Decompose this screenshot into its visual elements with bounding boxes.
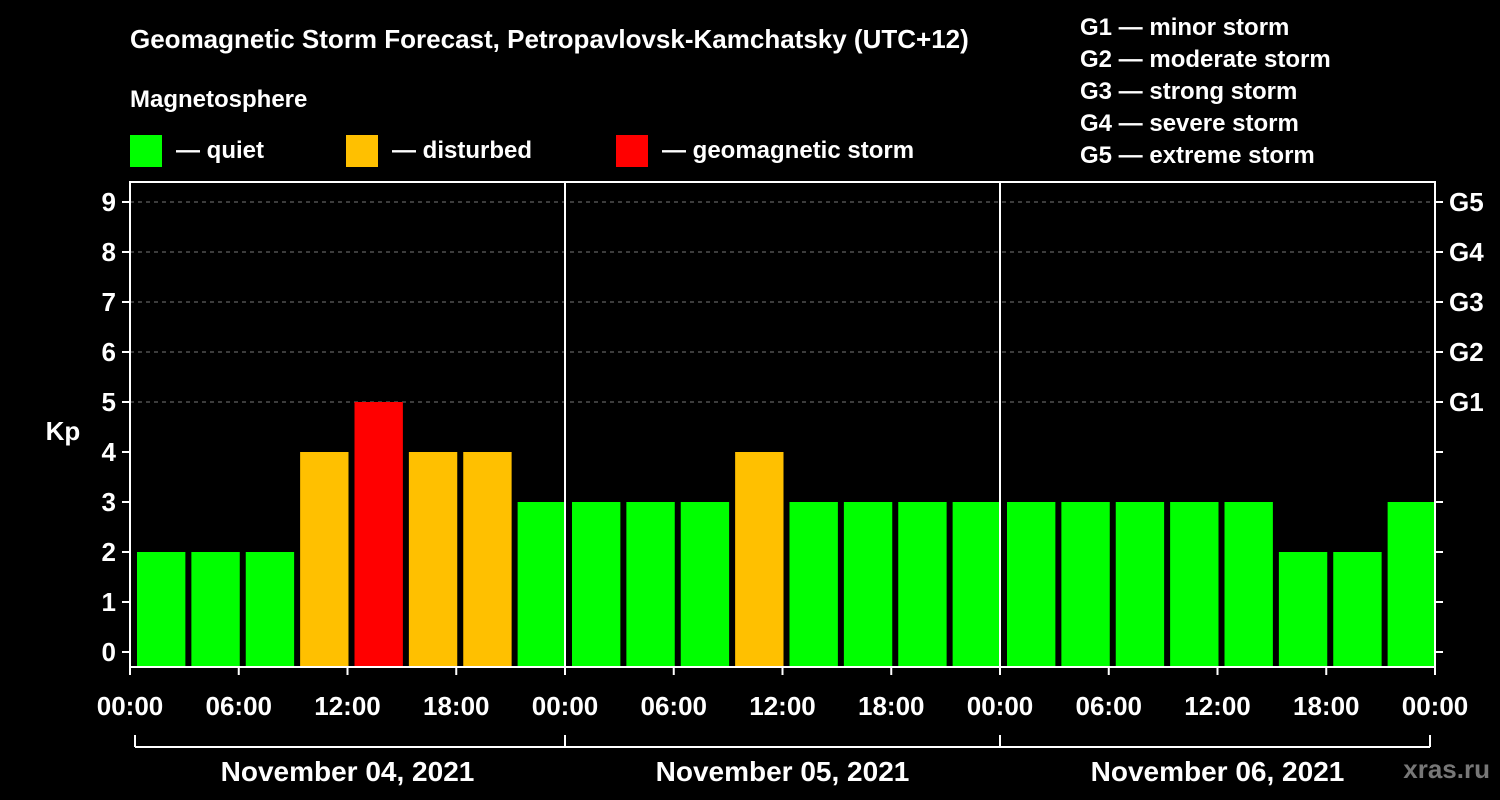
- y-tick-label-4: 4: [102, 437, 117, 467]
- bar-3: [300, 452, 349, 667]
- x-tick-label-7: 18:00: [858, 691, 925, 721]
- bar-8: [572, 502, 621, 667]
- bar-15: [952, 502, 1001, 667]
- bar-12: [789, 502, 838, 667]
- x-tick-label-5: 06:00: [641, 691, 708, 721]
- x-tick-label-9: 06:00: [1076, 691, 1143, 721]
- bar-7: [517, 502, 566, 667]
- storm-level-g4: G4 — severe storm: [1080, 110, 1299, 137]
- legend-label-storm: — geomagnetic storm: [662, 137, 915, 164]
- x-tick-label-6: 12:00: [749, 691, 816, 721]
- storm-level-g2: G2 — moderate storm: [1080, 46, 1331, 73]
- bar-21: [1278, 552, 1328, 667]
- x-tick-label-11: 18:00: [1293, 691, 1360, 721]
- bar-11: [735, 452, 784, 667]
- storm-level-list: G1 — minor storm G2 — moderate storm G3 …: [1080, 12, 1480, 172]
- legend-title: Magnetosphere: [130, 86, 308, 113]
- bar-20: [1224, 502, 1273, 667]
- day-label-2: November 06, 2021: [1091, 756, 1345, 787]
- bar-1: [191, 552, 240, 667]
- y-tick-label-8: 8: [102, 237, 116, 267]
- right-axis-label-g3: G3: [1449, 287, 1484, 317]
- x-tick-label-8: 00:00: [967, 691, 1034, 721]
- legend-label-disturbed: — disturbed: [392, 137, 533, 164]
- legend-item-storm: — geomagnetic storm: [616, 134, 914, 168]
- bar-23: [1387, 502, 1436, 667]
- legend-swatch-storm: [616, 135, 648, 167]
- y-tick-label-2: 2: [102, 537, 116, 567]
- legend-item-disturbed: — disturbed: [346, 134, 532, 168]
- bar-5: [408, 452, 458, 667]
- x-tick-label-0: 00:00: [97, 691, 164, 721]
- right-axis-label-g4: G4: [1449, 237, 1484, 267]
- bar-13: [843, 502, 893, 667]
- y-tick-label-6: 6: [102, 337, 116, 367]
- bar-4: [354, 402, 403, 667]
- x-tick-label-2: 12:00: [314, 691, 381, 721]
- right-axis-label-g2: G2: [1449, 337, 1484, 367]
- y-tick-label-0: 0: [102, 637, 116, 667]
- legend-item-quiet: — quiet: [130, 134, 264, 168]
- legend-swatch-disturbed: [346, 135, 378, 167]
- y-axis-label: Kp: [46, 416, 81, 446]
- bar-0: [137, 552, 186, 667]
- y-tick-label-9: 9: [102, 187, 116, 217]
- x-tick-label-12: 00:00: [1402, 691, 1469, 721]
- storm-level-g1: G1 — minor storm: [1080, 14, 1290, 41]
- bar-16: [1007, 502, 1056, 667]
- bar-9: [626, 502, 675, 667]
- bar-22: [1333, 552, 1382, 667]
- y-tick-label-1: 1: [102, 587, 116, 617]
- bar-19: [1170, 502, 1219, 667]
- bar-18: [1115, 502, 1165, 667]
- bar-14: [898, 502, 947, 667]
- legend-label-quiet: — quiet: [176, 137, 264, 164]
- bar-10: [680, 502, 730, 667]
- x-tick-label-4: 00:00: [532, 691, 599, 721]
- y-tick-label-5: 5: [102, 387, 116, 417]
- storm-level-g3: G3 — strong storm: [1080, 78, 1298, 105]
- x-tick-label-3: 18:00: [423, 691, 490, 721]
- right-axis-label-g1: G1: [1449, 387, 1484, 417]
- chart-title: Geomagnetic Storm Forecast, Petropavlovs…: [130, 24, 969, 54]
- bar-6: [463, 452, 512, 667]
- watermark: xras.ru: [1403, 754, 1490, 784]
- storm-level-g5: G5 — extreme storm: [1080, 142, 1315, 169]
- x-tick-label-10: 12:00: [1184, 691, 1251, 721]
- y-tick-label-3: 3: [102, 487, 116, 517]
- bar-2: [245, 552, 295, 667]
- x-tick-label-1: 06:00: [206, 691, 273, 721]
- day-label-1: November 05, 2021: [656, 756, 910, 787]
- right-axis-label-g5: G5: [1449, 187, 1484, 217]
- y-tick-label-7: 7: [102, 287, 116, 317]
- day-label-0: November 04, 2021: [221, 756, 475, 787]
- bar-17: [1061, 502, 1110, 667]
- legend-swatch-quiet: [130, 135, 162, 167]
